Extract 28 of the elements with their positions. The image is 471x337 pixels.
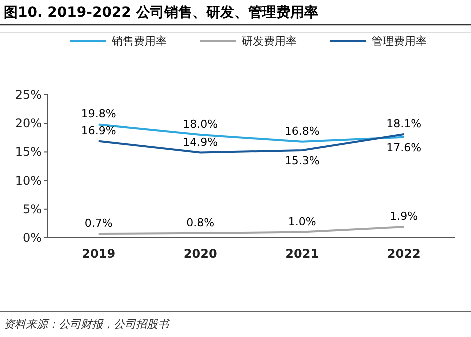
data-label: 16.8% [284,124,320,138]
x-tick-label: 2020 [184,247,218,261]
legend-label: 销售费用率 [111,35,167,48]
line-series [98,226,406,235]
y-tick-label: 10% [15,174,42,188]
x-tick-label: 2019 [82,247,116,261]
text: 资料来源：公司财报，公司招股书 [4,318,171,331]
data-label: 18.1% [386,117,422,130]
x-tick-label: 2021 [286,247,320,261]
y-tick-label: 0% [22,231,42,245]
data-label: 15.3% [284,154,320,168]
data-label: 14.9% [183,136,218,149]
y-tick-label: 5% [22,202,42,216]
chart-title: 图10. 2019-2022 公司销售、研发、管理费用率 [4,4,318,21]
legend-label: 管理费用率 [372,35,427,48]
x-tick-label: 2022 [387,247,421,261]
y-tick-label: 15% [15,145,42,160]
data-label: 1.0% [288,215,316,228]
data-label: 0.8% [186,216,215,230]
data-label: 0.7% [84,216,113,230]
legend-label: 研发费用率 [242,35,297,48]
y-tick-label: 20% [15,116,42,131]
data-label: 1.9% [390,210,418,224]
y-tick-label: 25% [15,88,42,102]
data-label: 17.6% [386,141,422,154]
data-label: 19.8% [81,108,116,121]
data-label: 18.0% [183,118,218,132]
data-label: 16.9% [81,124,116,138]
